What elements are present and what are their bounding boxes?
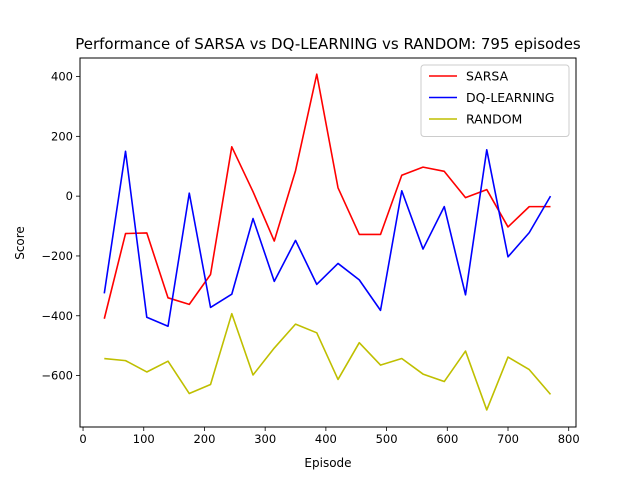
series-lines: [103, 73, 552, 411]
x-axis-label: Episode: [304, 456, 351, 470]
y-tick-label: −200: [41, 249, 73, 263]
x-tick-label: 800: [558, 432, 580, 446]
y-axis: −600 −400 −200 0 200 400: [41, 70, 80, 383]
y-tick-label: 200: [51, 129, 73, 143]
y-tick-label: 400: [51, 70, 73, 84]
y-tick-label: 0: [66, 189, 73, 203]
series-line-sarsa: [103, 73, 551, 319]
x-tick-label: 600: [436, 432, 458, 446]
x-tick-label: 100: [133, 432, 155, 446]
x-tick-label: 200: [193, 432, 215, 446]
legend-label: DQ-LEARNING: [466, 90, 555, 105]
legend-label: SARSA: [466, 69, 509, 84]
x-tick-label: 700: [497, 432, 519, 446]
x-tick-label: 300: [254, 432, 276, 446]
x-tick-label: 500: [376, 432, 398, 446]
x-tick-label: 400: [315, 432, 337, 446]
x-tick-label: 0: [79, 432, 86, 446]
y-tick-label: −400: [41, 309, 73, 323]
plot-frame: [79, 57, 577, 428]
legend: SARSA DQ-LEARNING RANDOM: [420, 64, 570, 137]
y-axis-label: Score: [13, 226, 27, 260]
y-tick-label: −600: [41, 369, 73, 383]
legend-box: [420, 64, 570, 137]
chart-title: Performance of SARSA vs DQ-LEARNING vs R…: [75, 35, 581, 53]
x-axis: 0 100 200 300 400 500 600 700 800: [79, 427, 580, 446]
plot-area: [79, 57, 577, 428]
series-line-random: [104, 312, 552, 411]
legend-label: RANDOM: [466, 112, 522, 127]
series-line-dq-learning: [103, 149, 552, 328]
